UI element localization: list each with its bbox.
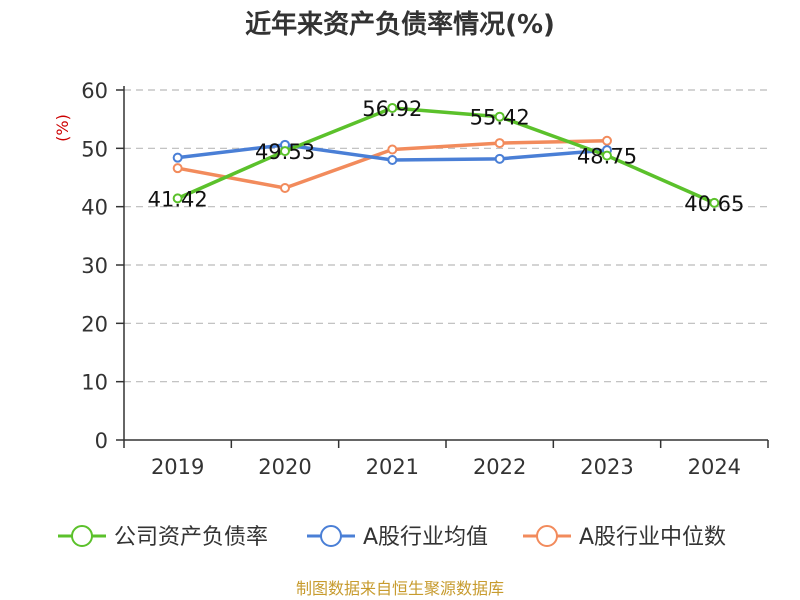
data-point [387,155,398,165]
legend-item-1: A股行业均值 [307,525,488,550]
chart-title: 近年来资产负债率情况(%) [245,9,555,40]
data-point [172,163,183,174]
y-tick-label: 10 [81,371,108,395]
axis-layer: 0 10 20 30 40 50 60 2019 2020 2021 2022 2023 2024 [81,79,769,479]
y-tick-label: 0 [95,429,108,453]
data-label: 48.75 [577,145,637,169]
y-tick-label: 60 [81,79,108,103]
data-point [387,102,398,113]
data-point [709,197,720,208]
x-tick-label: 2022 [473,455,526,479]
source-note: 制图数据来自恒生聚源数据库 [296,579,504,598]
x-tick-label: 2021 [366,455,419,479]
data-point [172,193,183,204]
x-tick-label: 2019 [151,455,204,479]
x-tick-label: 2024 [688,455,741,479]
data-label: 56.92 [362,97,422,121]
data-label: 49.53 [255,140,315,164]
data-label: 41.42 [148,187,208,211]
y-tick-label: 20 [81,312,108,336]
data-point [602,135,612,146]
data-point [602,150,612,161]
data-label: 40.65 [684,192,744,216]
legend-swatch-marker [71,525,93,547]
legend: 公司资产负债率 A股行业均值 A股行业中位数 [58,525,726,550]
data-point [494,138,505,149]
data-point [280,183,290,193]
legend-label: 公司资产负债率 [114,525,268,550]
grid-layer [124,89,768,383]
legend-swatch-marker [320,525,342,547]
y-tick-label: 40 [81,196,108,220]
x-tick-label: 2023 [580,455,633,479]
y-tick-label: 30 [81,254,108,278]
x-tick-label: 2020 [258,455,311,479]
series-2 [172,135,612,193]
legend-swatch-marker [536,525,558,547]
data-point [172,152,183,163]
series-line [176,106,716,205]
data-label-layer: 41.42 49.53 56.92 55.42 48.75 40.65 [148,97,745,216]
legend-item-0: 公司资产负债率 [58,525,268,550]
data-point [387,144,398,155]
legend-label: A股行业均值 [363,525,488,550]
data-label: 55.42 [470,106,530,130]
data-point [494,111,505,122]
legend-label: A股行业中位数 [579,525,726,550]
y-tick-label: 50 [81,137,108,161]
data-point [280,146,290,157]
y-axis-label: (%) [53,114,72,142]
series-0 [172,102,720,208]
legend-item-2: A股行业中位数 [523,525,726,550]
data-point [494,153,505,164]
series-layer [172,102,720,208]
